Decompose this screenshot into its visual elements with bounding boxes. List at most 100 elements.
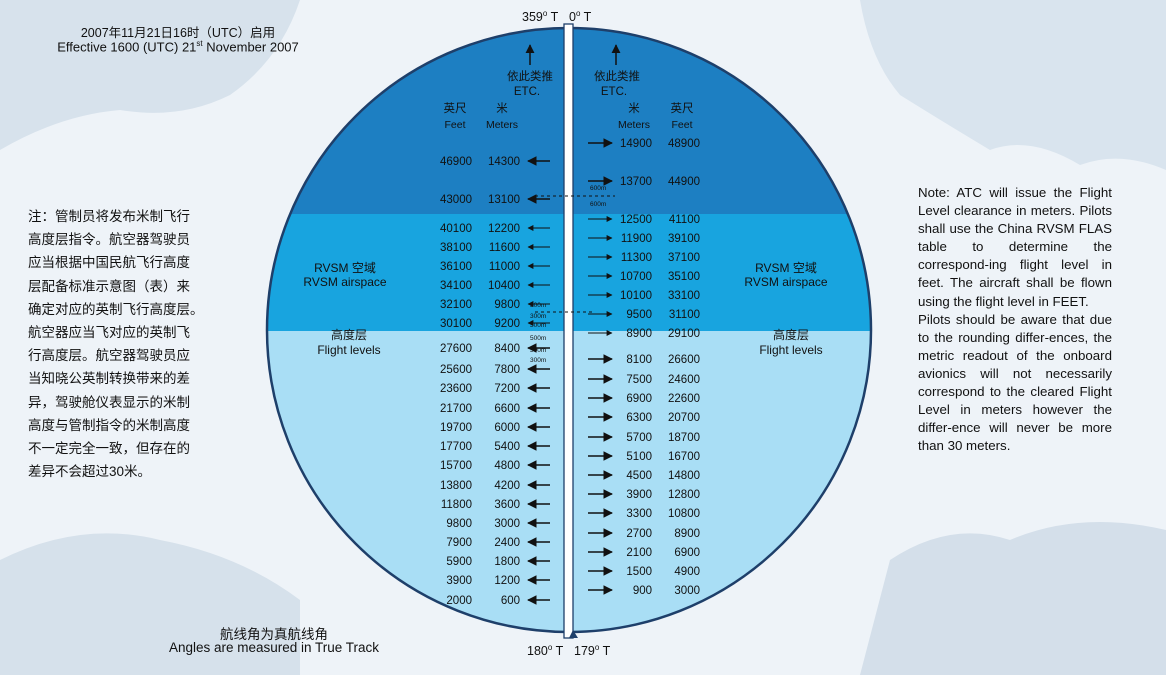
- east-feet-8900: 8900: [674, 528, 700, 540]
- gap-300m-4: 300m: [530, 347, 546, 354]
- west-feet-25600: 25600: [440, 364, 472, 376]
- west-feet-header-en: Feet: [444, 119, 465, 131]
- west-feet-5900: 5900: [446, 556, 472, 568]
- note-english-para-2: Pilots should be aware that due to the r…: [918, 311, 1112, 454]
- west-meters-13100: 13100: [488, 194, 520, 206]
- levels-label-cn-east: 高度层: [773, 327, 809, 342]
- effective-date-cn: 2007年11月21日16时（UTC）启用: [80, 26, 276, 40]
- west-meters-11600: 11600: [489, 242, 520, 254]
- levels-label-en-east: Flight levels: [759, 343, 822, 357]
- west-feet-13800: 13800: [440, 480, 472, 492]
- west-meters-8400: 8400: [494, 343, 520, 355]
- east-feet-3000: 3000: [674, 585, 700, 597]
- east-feet-31100: 31100: [669, 309, 700, 321]
- west-meters-6600: 6600: [494, 403, 520, 415]
- gap-600m-1: 600m: [590, 185, 606, 192]
- levels-label-cn-west: 高度层: [331, 327, 367, 342]
- rvsm-label-en-east: RVSM airspace: [744, 275, 827, 289]
- gap-300m-2: 300m: [530, 313, 546, 320]
- west-feet-9800: 9800: [446, 518, 472, 530]
- caption-en: Angles are measured in True Track: [168, 640, 380, 655]
- west-feet-23600: 23600: [440, 383, 472, 395]
- bearing-179: 179o T: [574, 643, 611, 659]
- east-feet-18700: 18700: [668, 432, 700, 444]
- east-meters-7500: 7500: [626, 374, 652, 386]
- track-pointer-bottom: [569, 630, 578, 638]
- east-meters-6900: 6900: [626, 393, 652, 405]
- east-meters-5100: 5100: [626, 451, 652, 463]
- etc-cn-east: 依此类推: [594, 69, 640, 83]
- west-feet-27600: 27600: [440, 343, 472, 355]
- west-meters-3000: 3000: [494, 518, 520, 530]
- east-meters-2700: 2700: [626, 528, 652, 540]
- east-meters-10100: 10100: [620, 290, 652, 302]
- east-feet-header-cn: 英尺: [671, 101, 694, 115]
- east-feet-12800: 12800: [668, 489, 700, 501]
- west-meters-4800: 4800: [494, 460, 520, 472]
- west-feet-19700: 19700: [440, 422, 472, 434]
- east-meters-2100: 2100: [626, 547, 652, 559]
- bearing-359: 359o T: [522, 9, 559, 25]
- etc-en-west: ETC.: [514, 86, 540, 98]
- east-meters-1500: 1500: [626, 566, 652, 578]
- west-meters-14300: 14300: [488, 156, 520, 168]
- bearing-0: 0o T: [569, 9, 592, 25]
- west-feet-21700: 21700: [440, 403, 472, 415]
- gap-300m-3: 300m: [530, 322, 546, 329]
- west-feet-3900: 3900: [446, 575, 472, 587]
- east-feet-41100: 41100: [669, 214, 700, 226]
- west-meters-5400: 5400: [494, 441, 520, 453]
- east-feet-14800: 14800: [668, 470, 700, 482]
- east-feet-20700: 20700: [668, 412, 700, 424]
- east-meters-10700: 10700: [620, 271, 652, 283]
- east-feet-26600: 26600: [668, 354, 700, 366]
- etc-en-east: ETC.: [601, 86, 627, 98]
- levels-label-en-west: Flight levels: [317, 343, 380, 357]
- west-feet-40100: 40100: [440, 223, 472, 235]
- west-meters-10400: 10400: [488, 280, 520, 292]
- west-meters-header-cn: 米: [496, 102, 508, 115]
- west-meters-600: 600: [501, 595, 520, 607]
- gap-600m-2: 600m: [590, 201, 606, 208]
- rvsm-label-en-west: RVSM airspace: [303, 275, 386, 289]
- east-meters-header-en: Meters: [618, 119, 650, 131]
- east-feet-48900: 48900: [668, 138, 700, 150]
- east-feet-16700: 16700: [668, 451, 700, 463]
- east-meters-13700: 13700: [620, 176, 652, 188]
- west-meters-9800: 9800: [494, 299, 520, 311]
- east-feet-header-en: Feet: [671, 119, 692, 131]
- east-meters-9500: 9500: [626, 309, 652, 321]
- east-feet-44900: 44900: [668, 176, 700, 188]
- west-meters-9200: 9200: [494, 318, 520, 330]
- bearing-180: 180o T: [527, 643, 564, 659]
- east-meters-11900: 11900: [621, 233, 652, 245]
- west-feet-30100: 30100: [440, 318, 472, 330]
- note-english-para-1: Note: ATC will issue the Flight Level cl…: [918, 185, 1112, 309]
- level-rows: 46900 14300 43000 13100 40100 12200 38100 11600…: [440, 138, 700, 607]
- east-meters-4500: 4500: [626, 470, 652, 482]
- gap-300m-1: 300m: [530, 302, 546, 309]
- note-chinese: 注：管制员将发布米制飞行 高度层指令。航空器驾驶员 应当根据中国民航飞行高度 层…: [28, 209, 204, 480]
- west-feet-11800: 11800: [441, 499, 472, 511]
- east-feet-33100: 33100: [668, 290, 700, 302]
- east-feet-37100: 37100: [668, 252, 700, 264]
- east-meters-3900: 3900: [626, 489, 652, 501]
- east-feet-39100: 39100: [668, 233, 700, 245]
- west-meters-7200: 7200: [494, 383, 520, 395]
- east-meters-14900: 14900: [620, 138, 652, 150]
- west-feet-header-cn: 英尺: [444, 101, 467, 115]
- track-divider: [563, 23, 574, 639]
- east-meters-11300: 11300: [621, 252, 652, 264]
- west-feet-15700: 15700: [440, 460, 472, 472]
- west-feet-34100: 34100: [440, 280, 472, 292]
- west-feet-38100: 38100: [440, 242, 472, 254]
- caption-cn: 航线角为真航线角: [220, 627, 328, 642]
- east-feet-29100: 29100: [668, 328, 700, 340]
- west-meters-12200: 12200: [488, 223, 520, 235]
- east-meters-header-cn: 米: [628, 102, 640, 115]
- east-meters-3300: 3300: [626, 508, 652, 520]
- west-meters-11000: 11000: [489, 261, 520, 273]
- west-feet-7900: 7900: [446, 537, 472, 549]
- west-feet-32100: 32100: [440, 299, 472, 311]
